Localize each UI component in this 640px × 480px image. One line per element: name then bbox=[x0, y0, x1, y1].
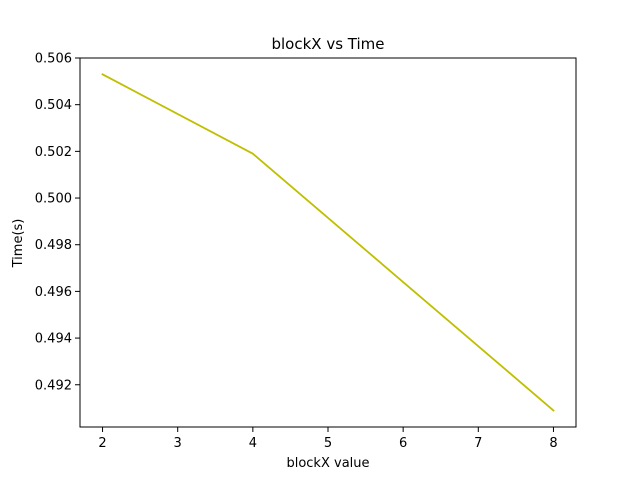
y-tick-label: 0.506 bbox=[35, 52, 72, 67]
x-tick-label: 5 bbox=[324, 436, 332, 451]
plot-frame bbox=[79, 57, 577, 428]
x-tick-label: 8 bbox=[549, 436, 557, 451]
y-tick-label: 0.502 bbox=[35, 145, 72, 160]
y-axis-ticks: 0.492 0.494 0.496 0.498 0.500 0.502 0.504 0.506 bbox=[35, 52, 80, 393]
x-tick-label: 6 bbox=[399, 436, 407, 451]
x-tick-label: 7 bbox=[474, 436, 482, 451]
y-tick-label: 0.504 bbox=[35, 98, 72, 113]
x-axis-ticks: 2 3 4 5 6 7 8 bbox=[98, 427, 558, 451]
y-tick-label: 0.500 bbox=[35, 192, 72, 207]
y-tick-label: 0.494 bbox=[35, 332, 72, 347]
series-layer bbox=[101, 73, 555, 412]
y-tick-label: 0.492 bbox=[35, 378, 72, 393]
x-axis-label: blockX value bbox=[286, 456, 369, 471]
y-axis-label: Time(s) bbox=[11, 219, 26, 269]
series-line bbox=[101, 73, 555, 412]
x-tick-label: 4 bbox=[249, 436, 257, 451]
y-tick-label: 0.498 bbox=[35, 238, 72, 253]
y-tick-label: 0.496 bbox=[35, 285, 72, 300]
x-tick-label: 2 bbox=[98, 436, 106, 451]
plot-area bbox=[79, 57, 577, 428]
chart-title: blockX vs Time bbox=[271, 35, 384, 53]
x-tick-label: 3 bbox=[174, 436, 182, 451]
